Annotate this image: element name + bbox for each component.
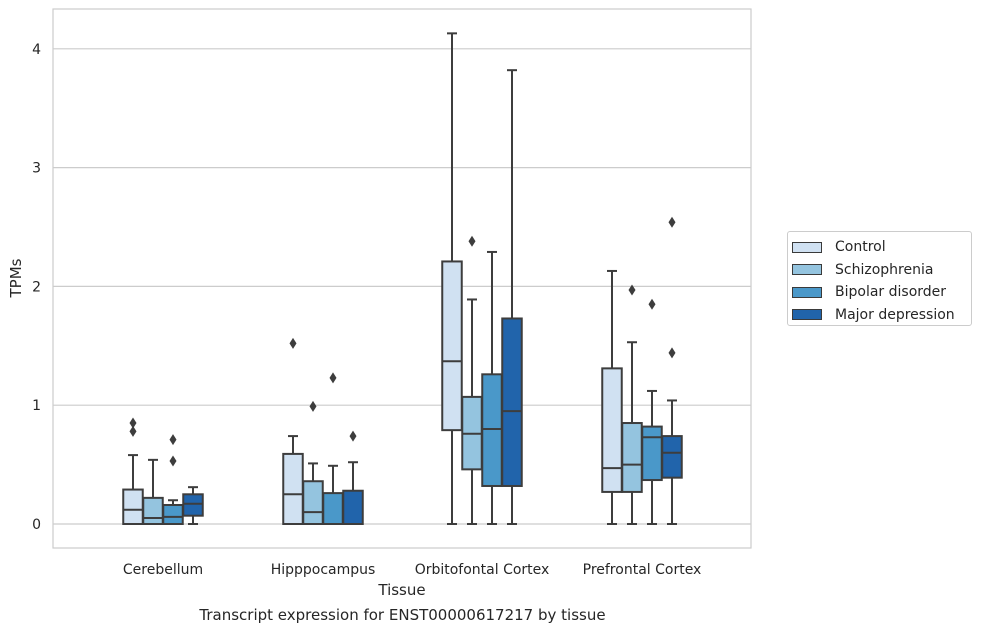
legend-swatch [792, 241, 822, 253]
legend-item: Bipolar disorder [792, 281, 971, 304]
box-group [322, 372, 344, 525]
y-tick-label: 3 [32, 161, 41, 177]
box-group [162, 434, 184, 526]
x-tick-label: Orbitofontal Cortex [415, 562, 550, 578]
outlier-point [668, 347, 676, 359]
box-body [481, 373, 503, 487]
box-group [621, 284, 643, 525]
box-group [661, 216, 683, 525]
y-tick-label: 1 [32, 398, 41, 414]
box-group [342, 430, 364, 525]
boxes [122, 32, 683, 526]
x-tick-label: Prefrontal Cortex [583, 562, 702, 578]
box-group [282, 337, 304, 525]
outlier-point [129, 417, 137, 429]
x-tick-label: Cerebellum [123, 562, 203, 578]
y-tick-label: 4 [32, 42, 41, 58]
legend-swatch [792, 286, 822, 298]
box-body [661, 435, 683, 479]
box-group [601, 269, 623, 525]
outlier-point [169, 455, 177, 467]
outlier-point [289, 337, 297, 349]
y-tick-labels: 0 1 2 3 4 [32, 42, 41, 533]
box-group [142, 458, 164, 526]
y-tick-label: 2 [32, 279, 41, 295]
legend-label: Major depression [835, 306, 955, 323]
box-group [501, 69, 523, 525]
box-body [122, 488, 144, 526]
box-group [641, 298, 663, 525]
outlier-point [628, 284, 636, 296]
outlier-point [329, 372, 337, 384]
legend: Control Schizophrenia Bipolar disorder Majo… [787, 231, 972, 326]
outlier-point [468, 235, 476, 247]
x-tick-label: Hipppocampus [271, 562, 376, 578]
box-body [142, 496, 164, 526]
box-group [182, 486, 204, 525]
box-group [302, 400, 324, 525]
box-group [461, 235, 483, 525]
box-body [621, 422, 643, 493]
outlier-point [648, 298, 656, 310]
outlier-point [309, 400, 317, 412]
box-body [441, 260, 463, 432]
box-body [162, 503, 184, 526]
x-axis-title: Tissue [377, 581, 425, 599]
chart-caption: Transcript expression for ENST0000061721… [199, 606, 606, 624]
legend-label: Schizophrenia [835, 261, 934, 278]
box-body [322, 492, 344, 525]
plot-frame [52, 8, 752, 549]
box-body [342, 489, 364, 525]
legend-label: Control [835, 239, 886, 256]
box-group [122, 417, 144, 526]
legend-item: Control [792, 236, 971, 259]
outlier-point [668, 216, 676, 228]
box-body [601, 367, 623, 493]
box-body [282, 452, 304, 525]
box-group [441, 32, 463, 525]
y-tick-label: 0 [32, 517, 41, 533]
box-body [501, 317, 523, 487]
legend-swatch [792, 264, 822, 276]
box-body [302, 480, 324, 525]
legend-item: Schizophrenia [792, 259, 971, 282]
y-axis-title: TPMs [7, 258, 25, 298]
box-body [641, 425, 663, 482]
box-group [481, 250, 503, 525]
legend-item: Major depression [792, 304, 971, 327]
legend-label: Bipolar disorder [835, 284, 947, 301]
x-tick-labels: Cerebellum Hipppocampus Orbitofontal Corte… [123, 562, 701, 578]
box-body [182, 493, 204, 517]
legend-swatch [792, 309, 822, 321]
outlier-point [129, 425, 137, 437]
outlier-point [349, 430, 357, 442]
outlier-point [169, 434, 177, 446]
